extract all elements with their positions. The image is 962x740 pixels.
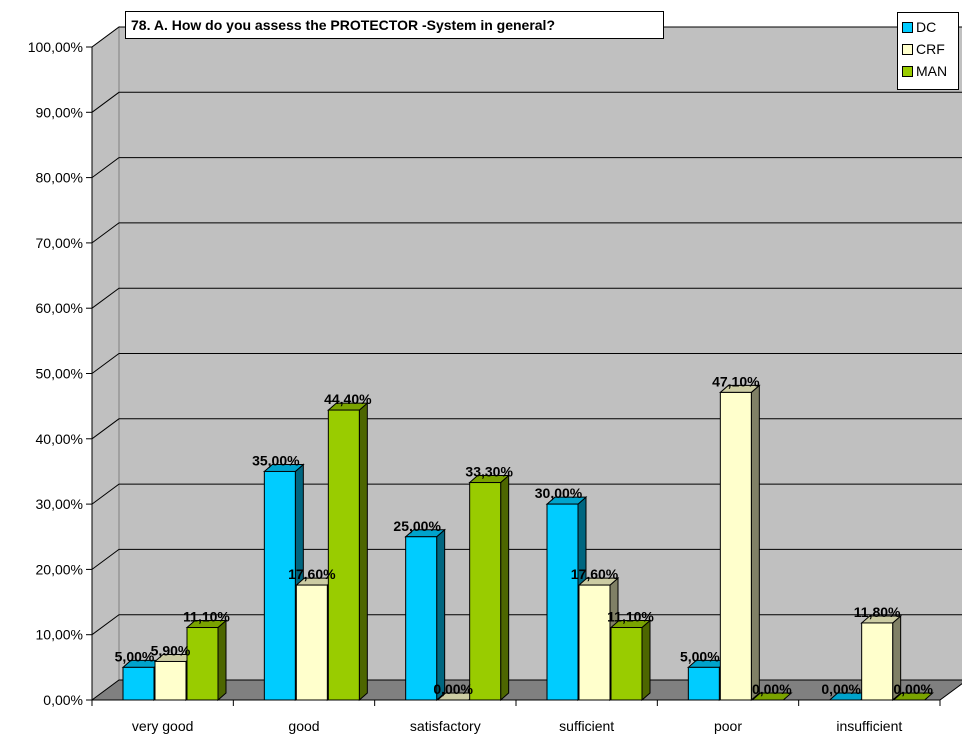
gridline [91,287,962,309]
y-tick-label: 60,00% [36,300,83,316]
bar-dc [405,536,438,701]
legend-label-man: MAN [916,63,948,79]
x-tick-label: poor [714,718,742,734]
data-label: 5,00% [680,648,720,664]
legend: DC CRF MAN [897,12,959,90]
y-tick-label: 20,00% [36,561,83,577]
bar-man [327,409,360,701]
gridline [91,353,962,374]
gridline [91,614,962,636]
y-tick-label: 50,00% [36,366,83,382]
bar-side-man [358,401,368,702]
bar-side-man [217,619,227,702]
data-label: 44,40% [324,391,372,407]
gridline [91,91,962,113]
bar-dc [687,666,720,701]
y-tick-label: 0,00% [43,692,83,708]
bar-side-crf [750,384,760,702]
bar-dc [263,470,296,701]
gridline [91,418,962,440]
legend-item-crf: CRF [898,38,958,60]
bar-man [610,627,643,701]
y-tick-label: 80,00% [36,170,83,186]
legend-item-dc: DC [898,16,958,38]
legend-item-man: MAN [898,60,958,82]
data-label: 17,60% [288,566,336,582]
bar-crf [154,660,187,701]
bar-side-man [500,474,510,702]
gridline [91,26,962,48]
data-label: 30,00% [535,485,583,501]
legend-swatch-man [902,65,913,77]
y-tick-label: 70,00% [36,235,83,251]
data-label: 0,00% [752,681,792,697]
y-tick-label: 30,00% [36,496,83,512]
data-label: 11,80% [854,604,901,620]
x-tick-label: insufficient [836,718,902,734]
legend-swatch-crf [902,43,913,55]
bar-dc [122,666,155,701]
data-label: 33,30% [465,464,513,480]
data-label: 47,10% [712,373,760,389]
gridline [91,483,962,505]
bar-crf [295,584,328,701]
legend-label-crf: CRF [916,41,945,57]
bar-man [186,627,219,701]
x-tick-label: good [288,718,319,734]
data-label: 5,00% [115,648,155,664]
y-tick-label: 40,00% [36,431,83,447]
data-label: 25,00% [393,518,441,534]
bar-crf [861,622,894,701]
y-tick-label: 10,00% [36,627,83,643]
bar-top-man [751,692,793,701]
legend-label-dc: DC [916,19,937,35]
chart-title: 78. A. How do you assess the PROTECTOR -… [125,11,664,39]
data-label: 0,00% [893,681,933,697]
data-label: 0,00% [821,681,861,697]
data-label: 0,00% [433,681,473,697]
data-label: 5,90% [151,642,191,658]
gridline [91,548,962,570]
bar-top-man [892,692,934,701]
x-tick-label: satisfactory [410,718,481,734]
data-label: 35,00% [252,452,300,468]
bar-man [469,482,502,701]
data-label: 11,10% [607,609,654,625]
bar-side-man [641,619,651,702]
legend-swatch-dc [902,21,913,33]
data-label: 11,10% [183,609,230,625]
bar-crf [719,391,752,701]
data-label: 17,60% [571,566,619,582]
bar-side-dc [436,528,446,702]
bar-crf [578,584,611,701]
x-tick-label: very good [132,718,193,734]
y-tick-label: 90,00% [36,104,83,120]
y-tick-label: 100,00% [28,39,83,55]
x-tick-label: sufficient [559,718,614,734]
bar-dc [546,503,579,701]
gridline [91,222,962,244]
gridline [91,157,962,179]
